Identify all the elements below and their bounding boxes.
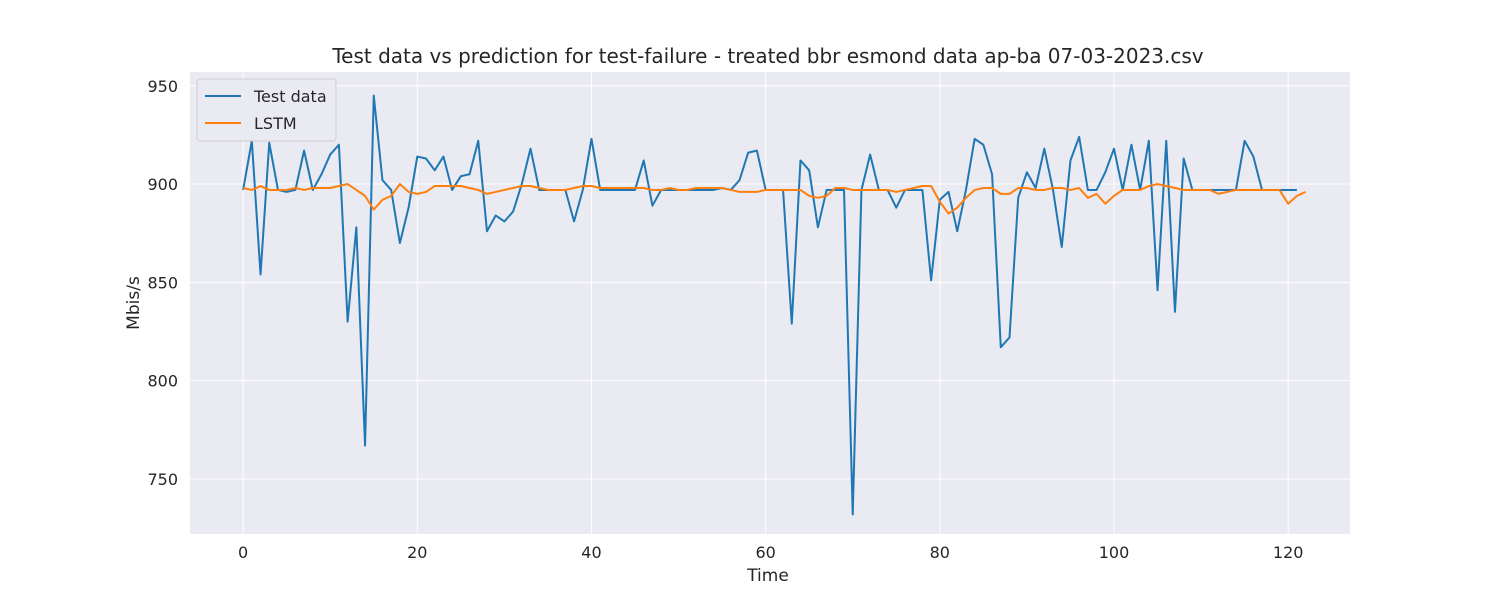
legend-label-test-data: Test data xyxy=(253,87,327,106)
x-tick-label: 120 xyxy=(1273,543,1304,562)
x-tick-label: 80 xyxy=(930,543,950,562)
x-tick-labels: 0 20 40 60 80 100 120 xyxy=(238,543,1303,562)
y-tick-labels: 750 800 850 900 950 xyxy=(147,77,178,489)
x-tick-label: 60 xyxy=(755,543,775,562)
x-axis-label: Time xyxy=(746,566,789,586)
x-tick-label: 0 xyxy=(238,543,248,562)
y-axis-label: Mbis/s xyxy=(124,276,144,330)
series-lines xyxy=(242,94,1307,516)
y-tick-label: 750 xyxy=(147,470,178,489)
plot-area xyxy=(190,72,1350,534)
y-tick-label: 950 xyxy=(147,77,178,96)
x-tick-label: 100 xyxy=(1099,543,1130,562)
legend-box xyxy=(196,78,337,142)
x-tick-label: 40 xyxy=(581,543,601,562)
y-tick-label: 900 xyxy=(147,175,178,194)
y-tick-label: 850 xyxy=(147,273,178,292)
series-line-lstm xyxy=(242,183,1307,215)
legend: Test data LSTM xyxy=(196,78,337,142)
x-tick-label: 20 xyxy=(407,543,427,562)
chart-title: Test data vs prediction for test-failure… xyxy=(331,44,1203,68)
y-tick-label: 800 xyxy=(147,372,178,391)
legend-label-lstm: LSTM xyxy=(254,114,297,133)
